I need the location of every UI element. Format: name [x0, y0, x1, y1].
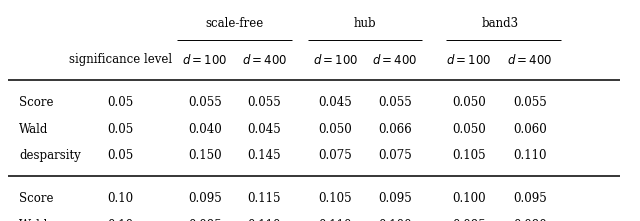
Text: 0.050: 0.050 — [319, 123, 352, 136]
Text: 0.055: 0.055 — [378, 96, 412, 109]
Text: 0.045: 0.045 — [248, 123, 281, 136]
Text: 0.075: 0.075 — [319, 149, 352, 162]
Text: $d = 100$: $d = 100$ — [312, 53, 358, 67]
Text: 0.150: 0.150 — [188, 149, 221, 162]
Text: $d = 100$: $d = 100$ — [446, 53, 492, 67]
Text: 0.055: 0.055 — [513, 96, 547, 109]
Text: 0.100: 0.100 — [378, 219, 412, 221]
Text: 0.060: 0.060 — [513, 123, 547, 136]
Text: 0.110: 0.110 — [513, 149, 547, 162]
Text: 0.10: 0.10 — [108, 219, 133, 221]
Text: band3: band3 — [481, 17, 518, 30]
Text: 0.050: 0.050 — [452, 96, 486, 109]
Text: Wald: Wald — [19, 123, 49, 136]
Text: 0.05: 0.05 — [107, 149, 134, 162]
Text: 0.050: 0.050 — [452, 123, 486, 136]
Text: 0.055: 0.055 — [248, 96, 281, 109]
Text: 0.100: 0.100 — [452, 192, 486, 205]
Text: 0.040: 0.040 — [188, 123, 221, 136]
Text: 0.095: 0.095 — [452, 219, 486, 221]
Text: $d = 400$: $d = 400$ — [507, 53, 553, 67]
Text: 0.095: 0.095 — [513, 192, 547, 205]
Text: 0.075: 0.075 — [378, 149, 412, 162]
Text: $d = 400$: $d = 400$ — [241, 53, 287, 67]
Text: 0.095: 0.095 — [188, 219, 221, 221]
Text: significance level: significance level — [68, 53, 172, 66]
Text: 0.05: 0.05 — [107, 96, 134, 109]
Text: 0.095: 0.095 — [378, 192, 412, 205]
Text: 0.055: 0.055 — [188, 96, 221, 109]
Text: Score: Score — [19, 192, 54, 205]
Text: 0.095: 0.095 — [188, 192, 221, 205]
Text: 0.105: 0.105 — [452, 149, 486, 162]
Text: 0.105: 0.105 — [319, 192, 352, 205]
Text: $d = 100$: $d = 100$ — [182, 53, 228, 67]
Text: 0.110: 0.110 — [319, 219, 352, 221]
Text: desparsity: desparsity — [19, 149, 81, 162]
Text: 0.05: 0.05 — [107, 123, 134, 136]
Text: 0.090: 0.090 — [513, 219, 547, 221]
Text: 0.10: 0.10 — [108, 192, 133, 205]
Text: Wald: Wald — [19, 219, 49, 221]
Text: scale-free: scale-free — [205, 17, 264, 30]
Text: Score: Score — [19, 96, 54, 109]
Text: hub: hub — [354, 17, 376, 30]
Text: 0.145: 0.145 — [248, 149, 281, 162]
Text: 0.110: 0.110 — [248, 219, 281, 221]
Text: 0.045: 0.045 — [319, 96, 352, 109]
Text: $d = 400$: $d = 400$ — [372, 53, 418, 67]
Text: 0.066: 0.066 — [378, 123, 412, 136]
Text: 0.115: 0.115 — [248, 192, 281, 205]
